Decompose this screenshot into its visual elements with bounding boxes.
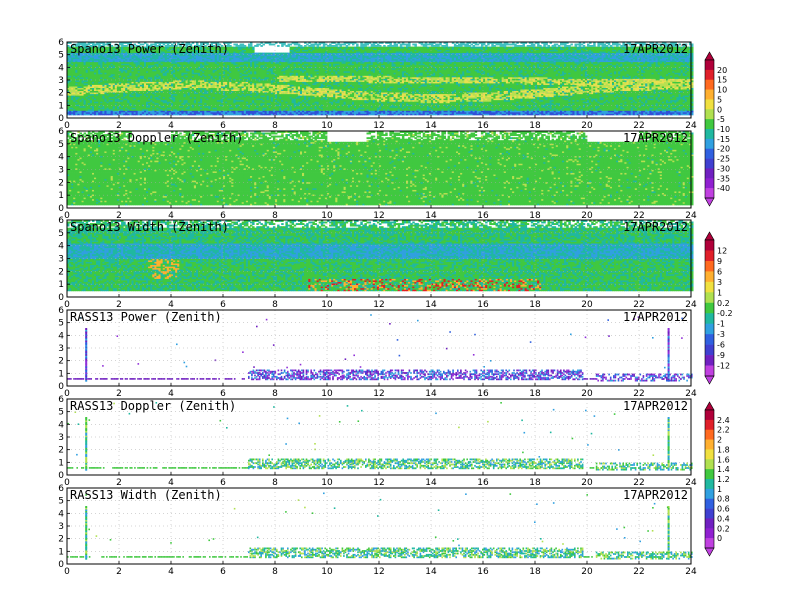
panel-1: 0 2 4 6 8 10 12 14 16 18 20 22 240123456 Spano13 Powe… xyxy=(58,38,697,131)
